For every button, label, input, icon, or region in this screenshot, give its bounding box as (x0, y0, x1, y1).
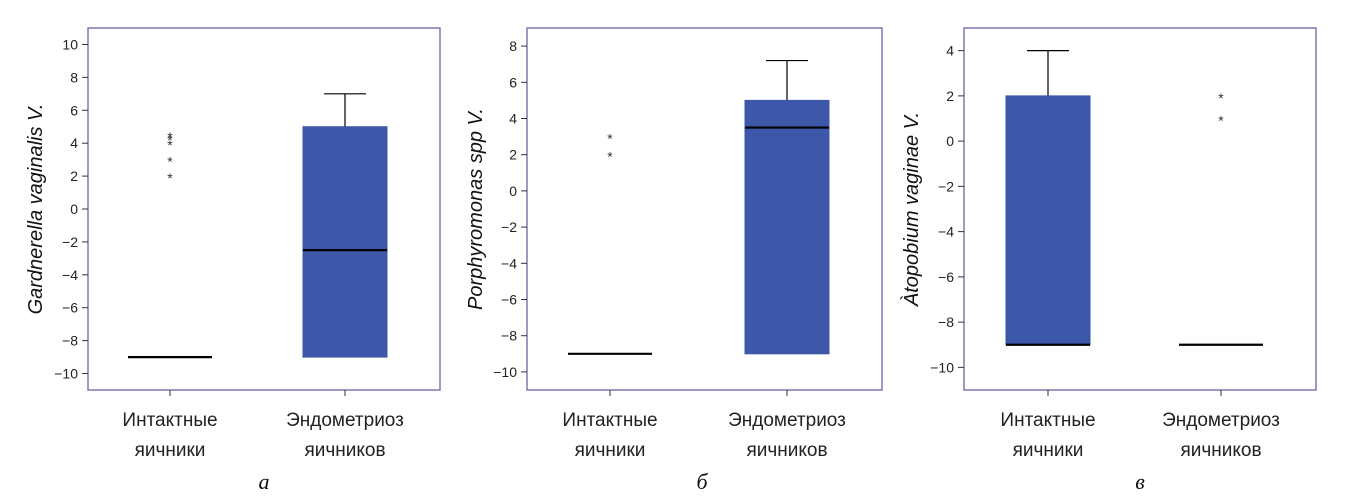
y-tick-label: −4 (501, 255, 517, 271)
y-tick-label: 10 (62, 36, 78, 52)
y-tick-label: −8 (501, 328, 517, 344)
x-category-label: яичники (1013, 440, 1084, 461)
chart-panel-2: −10 −8 −6 −4 −2 0 2 4 6 8 Porphyromonas spp V. * * Ин… (465, 27, 883, 494)
y-tick-label: 0 (946, 133, 954, 149)
y-tick-label: 2 (946, 88, 954, 104)
y-tick-label: 2 (70, 168, 78, 184)
x-category-label: Эндометриоз (728, 410, 846, 431)
outlier-point: * (607, 149, 613, 165)
y-tick-label: −4 (938, 224, 954, 240)
y-tick-label: 0 (70, 201, 78, 217)
outlier-point: * (1218, 113, 1224, 129)
y-tick-label: −6 (501, 292, 517, 308)
x-category-label: Интактные (1000, 410, 1095, 431)
y-tick-label: 6 (70, 102, 78, 118)
y-tick-label: −6 (62, 300, 78, 316)
y-tick-label: 2 (509, 147, 517, 163)
x-category-label: Эндометриоз (286, 410, 404, 431)
box (1005, 95, 1091, 346)
x-category-label: яичников (746, 440, 827, 461)
chart-panel-3: −10 −8 −6 −4 −2 0 2 4 Àtopobium vaginae V. Интакт… (900, 27, 1317, 494)
y-axis-label: Gardnerella vaginalis V. (25, 104, 47, 315)
y-tick-label: 8 (70, 69, 78, 85)
y-tick-label: −10 (930, 359, 954, 375)
x-category-label: яичников (304, 440, 385, 461)
outlier-point: * (167, 137, 173, 153)
y-tick-label: −8 (938, 314, 954, 330)
y-tick-label: −8 (62, 333, 78, 349)
y-tick-label: 6 (509, 74, 517, 90)
outlier-point: * (167, 129, 173, 145)
plot-frame (526, 27, 883, 391)
y-tick-label: 0 (509, 183, 517, 199)
outlier-point: * (607, 131, 613, 147)
box (744, 99, 830, 355)
outlier-point: * (167, 132, 173, 148)
y-tick-label: 4 (946, 43, 954, 59)
x-category-label: яичников (1180, 440, 1261, 461)
x-category-label: яичники (135, 440, 206, 461)
y-axis-label: Àtopobium vaginae V. (900, 112, 923, 307)
outlier-point: * (167, 154, 173, 170)
chart-panel-1: −10 −8 −6 −4 −2 0 2 4 6 8 10 Gardnerella vaginalis … (25, 27, 441, 494)
plot-frame (963, 27, 1317, 391)
outlier-point: * (167, 170, 173, 186)
x-category-label: Эндометриоз (1162, 410, 1280, 431)
y-tick-label: −4 (62, 267, 78, 283)
y-tick-label: 8 (509, 38, 517, 54)
y-tick-label: −2 (62, 234, 78, 250)
box (302, 126, 388, 358)
y-tick-label: 4 (509, 111, 517, 127)
outlier-point: * (1218, 90, 1224, 106)
panel-letter: а (259, 469, 270, 494)
panel-letter: б (696, 469, 708, 494)
x-category-label: Интактные (122, 410, 217, 431)
panel-letter: в (1135, 469, 1145, 494)
y-tick-label: 4 (70, 135, 78, 151)
x-category-label: Интактные (562, 410, 657, 431)
y-tick-label: −6 (938, 269, 954, 285)
y-tick-label: −2 (501, 219, 517, 235)
x-category-label: яичники (575, 440, 646, 461)
y-axis-label: Porphyromonas spp V. (465, 108, 487, 310)
y-tick-label: −2 (938, 178, 954, 194)
y-tick-label: −10 (54, 366, 78, 382)
y-tick-label: −10 (493, 364, 517, 380)
